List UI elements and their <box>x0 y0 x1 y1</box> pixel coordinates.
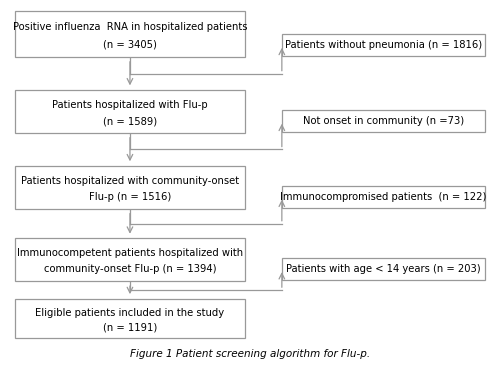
FancyBboxPatch shape <box>15 11 245 57</box>
FancyBboxPatch shape <box>282 258 485 280</box>
Text: Immunocompromised patients  (n = 122): Immunocompromised patients (n = 122) <box>280 192 486 202</box>
FancyBboxPatch shape <box>282 34 485 56</box>
Text: (n = 1191): (n = 1191) <box>103 322 157 332</box>
Text: (n = 1589): (n = 1589) <box>103 116 157 126</box>
FancyBboxPatch shape <box>15 238 245 282</box>
Text: Patients hospitalized with community-onset: Patients hospitalized with community-ons… <box>21 176 239 186</box>
FancyBboxPatch shape <box>15 166 245 209</box>
Text: Eligible patients included in the study: Eligible patients included in the study <box>36 308 224 318</box>
Text: Positive influenza  RNA in hospitalized patients: Positive influenza RNA in hospitalized p… <box>12 22 247 32</box>
Text: Figure 1 Patient screening algorithm for Flu-p.: Figure 1 Patient screening algorithm for… <box>130 349 370 359</box>
FancyBboxPatch shape <box>15 90 245 133</box>
Text: community-onset Flu-p (n = 1394): community-onset Flu-p (n = 1394) <box>44 265 216 275</box>
FancyBboxPatch shape <box>282 186 485 208</box>
FancyBboxPatch shape <box>282 110 485 132</box>
Text: Immunocompetent patients hospitalized with: Immunocompetent patients hospitalized wi… <box>17 249 243 259</box>
FancyBboxPatch shape <box>15 299 245 338</box>
Text: Not onset in community (n =73): Not onset in community (n =73) <box>303 116 464 126</box>
Text: Patients hospitalized with Flu-p: Patients hospitalized with Flu-p <box>52 100 208 110</box>
Text: Flu-p (n = 1516): Flu-p (n = 1516) <box>89 192 171 202</box>
Text: Patients with age < 14 years (n = 203): Patients with age < 14 years (n = 203) <box>286 264 481 274</box>
Text: (n = 3405): (n = 3405) <box>103 39 157 49</box>
Text: Patients without pneumonia (n = 1816): Patients without pneumonia (n = 1816) <box>285 40 482 50</box>
